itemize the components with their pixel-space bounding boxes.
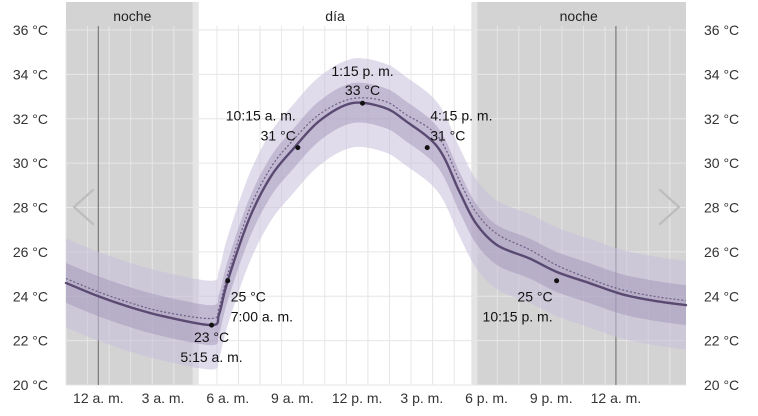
annotation-time-4: 4:15 p. m. — [430, 108, 492, 124]
y-tick-label-left: 28 °C — [13, 200, 48, 216]
annotation-point-5 — [554, 278, 560, 284]
period-label-night-left: noche — [113, 8, 151, 24]
y-tick-label-left: 32 °C — [13, 111, 48, 127]
y-tick-label-right: 20 °C — [704, 377, 739, 393]
annotation-temp-0: 23 °C — [194, 329, 229, 345]
y-tick-label-right: 30 °C — [704, 155, 739, 171]
x-tick-label: 12 a. m. — [73, 390, 124, 406]
chevron-right-icon[interactable] — [658, 188, 681, 226]
y-tick-label-right: 34 °C — [704, 66, 739, 82]
x-tick-label: 6 a. m. — [206, 390, 249, 406]
period-label-day: día — [325, 8, 345, 24]
period-label-night-right: noche — [560, 8, 598, 24]
y-tick-label-right: 24 °C — [704, 288, 739, 304]
x-tick-label: 12 a. m. — [591, 390, 642, 406]
annotation-point-2 — [295, 145, 301, 151]
annotation-points-layer — [209, 100, 560, 328]
x-tick-label: 6 p. m. — [465, 390, 508, 406]
y-tick-label-left: 22 °C — [13, 333, 48, 349]
y-tick-label-right: 32 °C — [704, 111, 739, 127]
annotation-time-2: 10:15 a. m. — [226, 108, 296, 124]
annotation-temp-4: 31 °C — [430, 128, 465, 144]
y-tick-label-left: 24 °C — [13, 288, 48, 304]
labels-layer: noche día noche 20 °C 20 °C 22 °C 22 °C 24 °C 24… — [13, 8, 739, 406]
y-tick-label-left: 30 °C — [13, 155, 48, 171]
x-tick-label: 3 p. m. — [400, 390, 443, 406]
y-tick-label-left: 34 °C — [13, 66, 48, 82]
uncertainty-bands-layer — [66, 58, 686, 370]
annotation-time-5: 10:15 p. m. — [483, 309, 553, 325]
x-tick-label: 9 p. m. — [530, 390, 573, 406]
annotation-temp-1: 25 °C — [231, 289, 266, 305]
annotation-point-1 — [225, 278, 231, 284]
historical-average-line — [65, 97, 687, 320]
y-tick-label-left: 20 °C — [13, 377, 48, 393]
x-tick-label: 3 a. m. — [142, 390, 185, 406]
y-tick-label-left: 36 °C — [13, 22, 48, 38]
annotation-temp-3: 33 °C — [345, 82, 380, 98]
annotation-temp-5: 25 °C — [517, 289, 552, 305]
y-tick-label-right: 28 °C — [704, 200, 739, 216]
navigation-layer[interactable] — [72, 188, 681, 226]
inner-uncertainty-band — [66, 82, 686, 346]
annotation-point-3 — [360, 100, 366, 106]
y-tick-label-right: 26 °C — [704, 244, 739, 260]
x-tick-label: 9 a. m. — [271, 390, 314, 406]
y-tick-label-right: 22 °C — [704, 333, 739, 349]
x-tick-label: 12 p. m. — [332, 390, 383, 406]
annotation-time-3: 1:15 p. m. — [331, 63, 393, 79]
y-tick-label-right: 36 °C — [704, 22, 739, 38]
annotation-time-1: 7:00 a. m. — [231, 309, 293, 325]
annotation-temp-2: 31 °C — [261, 128, 296, 144]
chevron-left-icon[interactable] — [72, 188, 95, 226]
annotation-point-0 — [209, 322, 215, 328]
y-tick-label-left: 26 °C — [13, 244, 48, 260]
annotation-point-4 — [424, 145, 430, 151]
outer-uncertainty-band — [66, 58, 686, 370]
annotation-time-0: 5:15 a. m. — [180, 349, 242, 365]
